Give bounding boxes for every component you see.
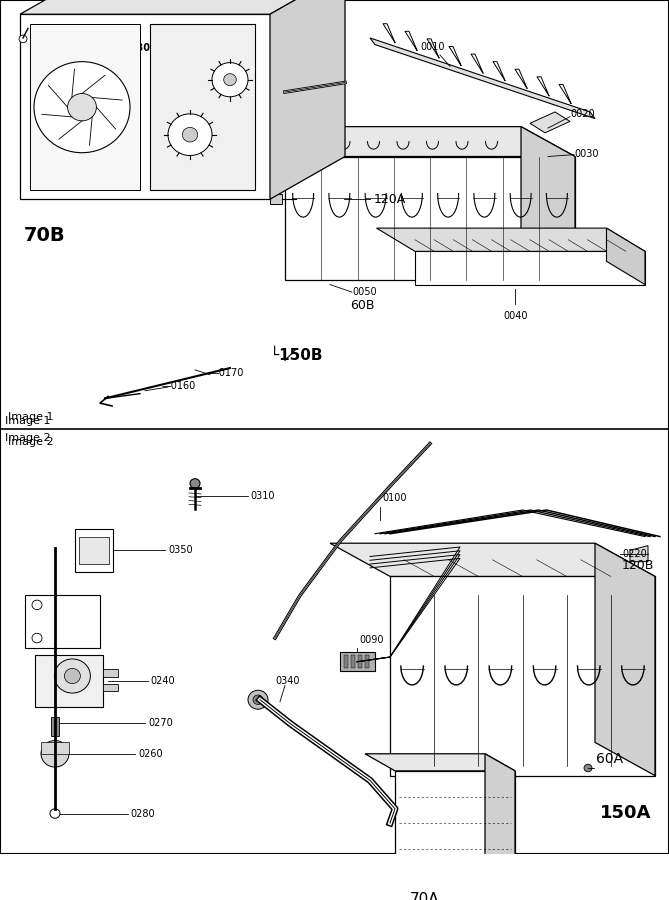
Polygon shape bbox=[75, 529, 113, 572]
Text: 60B: 60B bbox=[350, 299, 375, 312]
Text: 70A: 70A bbox=[410, 892, 440, 900]
Bar bbox=[41, 742, 69, 754]
Circle shape bbox=[212, 63, 248, 96]
Circle shape bbox=[168, 113, 212, 156]
Text: 0270: 0270 bbox=[148, 718, 173, 728]
Polygon shape bbox=[150, 23, 255, 190]
Polygon shape bbox=[530, 112, 570, 133]
Text: Image 2: Image 2 bbox=[5, 433, 51, 443]
Bar bbox=[102, 110, 153, 118]
Polygon shape bbox=[285, 157, 575, 280]
Text: 0340: 0340 bbox=[275, 676, 300, 686]
Text: 0220: 0220 bbox=[622, 549, 647, 559]
Text: 0310: 0310 bbox=[250, 491, 274, 500]
Bar bbox=[358, 655, 362, 669]
Polygon shape bbox=[100, 64, 155, 109]
Polygon shape bbox=[155, 55, 173, 109]
Bar bbox=[344, 655, 348, 669]
Bar bbox=[365, 655, 369, 669]
Circle shape bbox=[223, 74, 236, 86]
Polygon shape bbox=[30, 23, 140, 190]
Circle shape bbox=[50, 809, 60, 818]
Circle shape bbox=[54, 659, 90, 693]
Circle shape bbox=[32, 600, 42, 609]
Polygon shape bbox=[20, 14, 270, 199]
Polygon shape bbox=[231, 127, 575, 157]
Polygon shape bbox=[270, 194, 282, 204]
Text: Image 1: Image 1 bbox=[8, 412, 54, 422]
Polygon shape bbox=[370, 38, 595, 119]
Text: 0090: 0090 bbox=[359, 634, 383, 644]
Text: 120B: 120B bbox=[622, 559, 654, 572]
Circle shape bbox=[32, 634, 42, 643]
Polygon shape bbox=[79, 536, 109, 564]
Polygon shape bbox=[20, 0, 345, 14]
Polygon shape bbox=[395, 771, 515, 875]
Polygon shape bbox=[25, 596, 100, 647]
Polygon shape bbox=[415, 251, 645, 284]
Polygon shape bbox=[377, 228, 645, 251]
Text: 0050: 0050 bbox=[352, 287, 377, 297]
Bar bbox=[103, 670, 118, 677]
Circle shape bbox=[64, 669, 80, 684]
Circle shape bbox=[19, 35, 27, 42]
Text: 0010: 0010 bbox=[420, 42, 444, 52]
Text: 0350: 0350 bbox=[168, 544, 193, 555]
Text: —0170: —0170 bbox=[210, 368, 244, 378]
Polygon shape bbox=[35, 655, 103, 707]
Bar bbox=[103, 684, 118, 691]
Polygon shape bbox=[330, 544, 655, 576]
Bar bbox=[351, 655, 355, 669]
Polygon shape bbox=[607, 228, 645, 284]
Circle shape bbox=[584, 764, 592, 772]
Bar bbox=[51, 716, 59, 736]
Text: Image 1: Image 1 bbox=[5, 416, 50, 426]
Text: 0130: 0130 bbox=[124, 42, 151, 53]
Text: —0160: —0160 bbox=[162, 381, 196, 391]
Bar bbox=[104, 68, 151, 105]
Text: 60A: 60A bbox=[596, 752, 623, 766]
Text: 120A: 120A bbox=[374, 193, 406, 206]
Text: 0240: 0240 bbox=[150, 676, 175, 686]
Text: 0040: 0040 bbox=[503, 311, 527, 321]
Polygon shape bbox=[485, 754, 515, 875]
Text: 0100: 0100 bbox=[382, 493, 407, 503]
Polygon shape bbox=[521, 127, 575, 280]
Text: 0030: 0030 bbox=[574, 148, 599, 158]
Text: 0020: 0020 bbox=[570, 109, 595, 119]
Bar bbox=[110, 73, 145, 100]
Circle shape bbox=[41, 741, 69, 767]
Polygon shape bbox=[390, 576, 655, 776]
Text: 0140: 0140 bbox=[30, 91, 54, 101]
Circle shape bbox=[182, 128, 198, 142]
Polygon shape bbox=[365, 754, 515, 771]
Circle shape bbox=[75, 80, 89, 93]
Circle shape bbox=[34, 62, 130, 153]
Text: 70B: 70B bbox=[24, 226, 66, 245]
Polygon shape bbox=[100, 55, 173, 64]
Text: └150B: └150B bbox=[270, 348, 322, 364]
Text: 150A: 150A bbox=[600, 804, 652, 822]
Text: Image 2: Image 2 bbox=[8, 437, 54, 447]
Circle shape bbox=[68, 94, 96, 121]
Circle shape bbox=[190, 479, 200, 488]
Polygon shape bbox=[270, 0, 345, 199]
Polygon shape bbox=[630, 545, 648, 562]
Bar bbox=[340, 652, 375, 671]
Text: 0260: 0260 bbox=[138, 749, 163, 759]
Circle shape bbox=[248, 690, 268, 709]
Text: 0280: 0280 bbox=[130, 808, 155, 818]
Circle shape bbox=[253, 695, 263, 705]
Polygon shape bbox=[595, 544, 655, 776]
